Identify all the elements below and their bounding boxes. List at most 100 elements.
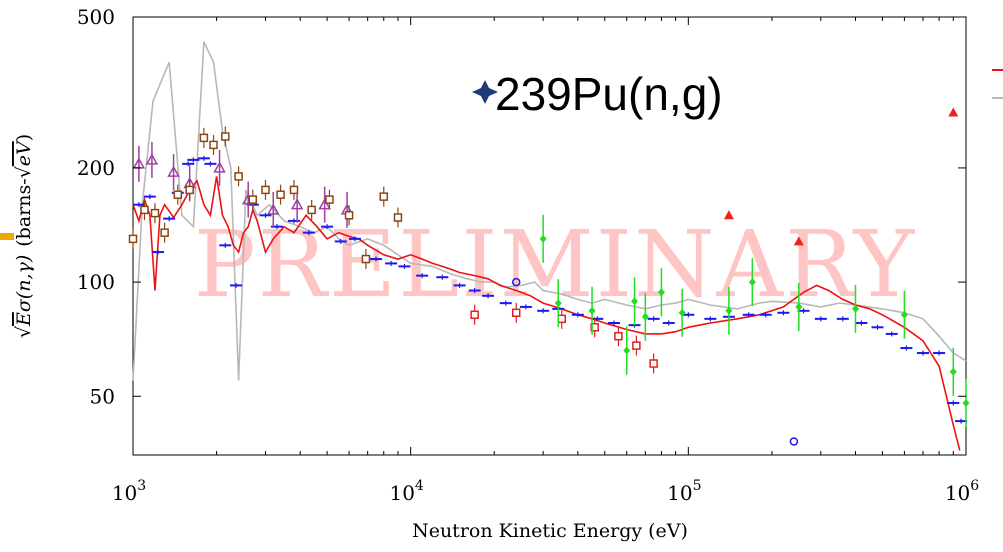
data-point (334, 238, 347, 244)
y-label-sigma: σ(n,γ) (13, 255, 35, 312)
data-point (554, 279, 562, 328)
data-point (647, 316, 660, 322)
data-point (948, 107, 959, 117)
data-point (789, 437, 799, 446)
data-point (182, 161, 195, 167)
data-point (591, 316, 604, 322)
data-point (143, 194, 156, 200)
data-point (682, 312, 695, 318)
data-point (482, 293, 495, 299)
data-point (962, 378, 970, 427)
points-layer (128, 107, 970, 446)
reaction-annotation: 239Pu(n,g) (495, 68, 723, 120)
data-point (151, 249, 164, 255)
data-point (499, 300, 512, 306)
data-point (871, 324, 884, 330)
data-point (145, 141, 159, 178)
data-point (748, 258, 756, 307)
data-point (590, 317, 599, 338)
data-point (933, 350, 946, 356)
data-point (632, 335, 641, 356)
data-point (571, 312, 584, 318)
data-point (631, 277, 639, 326)
data-point (187, 157, 200, 163)
data-point (641, 292, 649, 341)
data-point (348, 236, 361, 242)
data-point (949, 347, 957, 396)
data-point (128, 228, 138, 249)
data-point (855, 320, 868, 326)
data-point (657, 268, 665, 317)
y-label-units-eV: eV (13, 139, 35, 166)
data-point (852, 284, 860, 333)
data-point (276, 184, 285, 205)
x-tick-label-1: 104 (389, 478, 423, 505)
data-point (623, 326, 631, 375)
data-point (759, 312, 772, 318)
x-tick-label-3: 106 (945, 478, 979, 505)
data-point (219, 242, 232, 248)
data-point (725, 286, 733, 335)
data-point (436, 274, 449, 280)
lines-layer (132, 41, 967, 451)
data-point (662, 320, 675, 326)
data-point (836, 316, 849, 322)
y-label-units-prefix: (barns- (13, 178, 35, 246)
data-point (234, 166, 243, 187)
y-axis-label: √Eσ(n,γ)(barns-√eV) (13, 134, 35, 338)
data-point (793, 236, 804, 246)
data-point (379, 186, 389, 207)
y-tick-label-1: 100 (77, 270, 115, 294)
y-label-units-sqrt: √ (13, 165, 35, 178)
data-point (470, 304, 479, 325)
data-point (608, 320, 621, 326)
data-point (900, 345, 913, 351)
data-point (777, 310, 790, 316)
x-tick-label-0: 103 (112, 478, 146, 505)
data-point (723, 210, 734, 220)
data-point (289, 179, 299, 200)
data-point (511, 277, 521, 287)
data-point (204, 161, 217, 167)
data-point (318, 186, 331, 223)
data-point (369, 256, 382, 262)
data-point (704, 316, 717, 322)
data-point (173, 184, 183, 205)
data-point (385, 260, 398, 266)
data-point (955, 418, 968, 424)
data-point (132, 202, 145, 208)
data-point (916, 350, 929, 356)
data-point (163, 216, 176, 222)
data-point (416, 273, 429, 279)
data-point (221, 126, 230, 147)
data-point (511, 302, 521, 323)
data-point (519, 304, 532, 310)
data-point (537, 308, 550, 314)
left-edge-marker (0, 233, 14, 240)
data-point (678, 288, 686, 337)
data-point (266, 191, 280, 228)
data-point (230, 282, 243, 288)
y-label-sqrt: √ (13, 325, 35, 338)
data-point (468, 288, 481, 294)
data-point (885, 331, 898, 337)
data-point (302, 230, 315, 236)
data-point (167, 154, 180, 191)
data-point (199, 127, 209, 148)
data-point (344, 205, 354, 226)
data-point (261, 179, 270, 200)
data-point (197, 155, 210, 161)
watermark: PRELIMINARY (194, 211, 916, 318)
data-point (132, 145, 146, 182)
data-point (259, 212, 272, 218)
data-point (307, 199, 316, 220)
data-point (539, 214, 547, 263)
star-marker (472, 80, 498, 104)
data-point (248, 189, 258, 210)
series-line-1 (132, 176, 961, 451)
y-label-E: E (13, 312, 35, 327)
y-tick-label-3: 500 (77, 5, 115, 29)
data-point (209, 134, 218, 155)
data-point (393, 207, 403, 228)
